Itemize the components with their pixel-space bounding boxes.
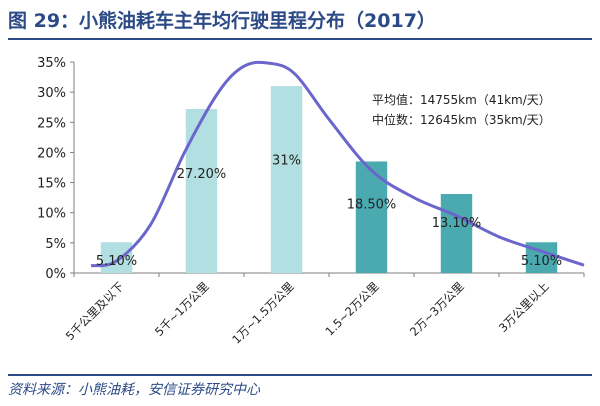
y-tick-label: 20% [37, 146, 66, 161]
x-tick-label: 1万~1.5万公里 [229, 279, 296, 346]
x-tick-label: 2万~3万公里 [407, 279, 467, 339]
mean-annotation: 平均值：14755km（41km/天） [372, 92, 551, 107]
y-tick-label: 10% [37, 207, 66, 222]
bar-value-label: 18.50% [347, 197, 397, 212]
source-note: 资料来源：小熊油耗，安信证券研究中心 [8, 382, 260, 398]
title-divider [8, 38, 592, 40]
distribution-curve [90, 60, 585, 268]
y-tick-label: 35% [37, 56, 66, 71]
bar [440, 194, 473, 273]
y-tick-label: 30% [37, 86, 66, 101]
bar-value-label: 5.10% [521, 254, 562, 269]
bar-value-label: 13.10% [432, 216, 482, 231]
bar-value-label: 5.10% [96, 254, 137, 269]
y-tick-label: 15% [37, 177, 66, 192]
bar-value-label: 27.20% [177, 167, 227, 182]
bar [185, 109, 218, 273]
bar-value-label: 31% [272, 154, 301, 169]
y-tick-label: 25% [37, 116, 66, 131]
x-tick-label: 3万公里以上 [496, 279, 552, 335]
median-annotation: 中位数：12645km（35km/天） [372, 112, 551, 127]
bar [270, 86, 303, 273]
x-tick-label: 1.5~2万公里 [322, 279, 381, 338]
mileage-distribution-chart: 0% 5% 10% 15% 20% 25% 30% 35% 5.10% 27.20% 31% 18.5… [37, 56, 585, 347]
bar [100, 242, 133, 273]
y-tick-label: 0% [45, 267, 66, 282]
source-divider [8, 374, 592, 376]
x-tick-label: 5千公里及以下 [63, 279, 127, 343]
figure-title: 图 29：小熊油耗车主年均行驶里程分布（2017） [8, 10, 436, 32]
x-tick-label: 5千~1万公里 [152, 279, 212, 339]
y-tick-label: 5% [45, 237, 66, 252]
